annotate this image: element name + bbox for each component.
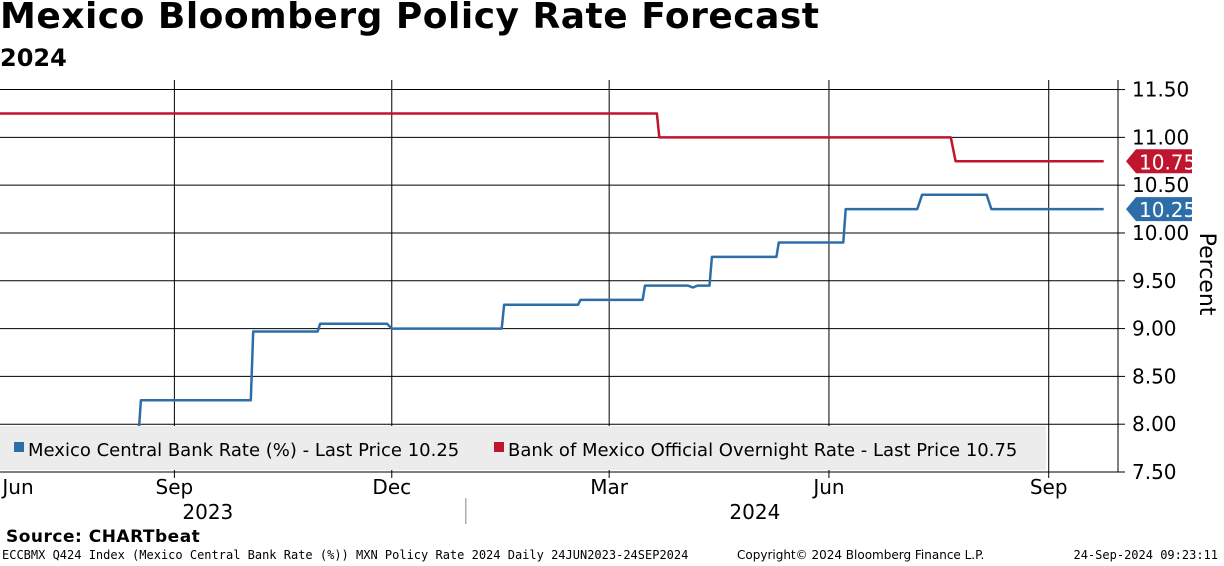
y-tick-label: 11.50 [1132,78,1189,102]
x-tick-label: Sep [156,475,194,499]
legend-swatch-2 [494,442,504,452]
y-tick-label: 7.50 [1132,460,1177,484]
footer-copyright: Copyright© 2024 Bloomberg Finance L.P. [737,548,985,562]
legend-swatch-1 [14,442,24,452]
x-tick-label: Sep [1030,475,1068,499]
plot-area [0,80,1118,472]
year-label: 2023 [182,500,233,524]
y-tick-label: 8.00 [1132,412,1177,436]
last-price-tag-1 [1126,197,1192,222]
legend-background [0,426,1046,470]
y-axis-title: Percent [1194,233,1219,316]
x-tick-label: Mar [590,475,629,499]
chart-title: Mexico Bloomberg Policy Rate Forecast [0,0,820,37]
y-tick-label: 9.50 [1132,269,1177,293]
y-tick-label: 8.50 [1132,364,1177,388]
series-line-1 [0,193,1104,445]
y-tick-label: 11.00 [1132,125,1189,149]
series-line-2 [0,112,1104,163]
y-tick-label: 10.50 [1132,173,1189,197]
chart-subtitle: 2024 [0,44,67,72]
footer-ticker-info: ECCBMX Q424 Index (Mexico Central Bank R… [2,548,689,562]
last-price-tag-2 [1126,149,1192,174]
legend-label-1: Mexico Central Bank Rate (%) - Last Pric… [28,440,459,461]
x-tick-label: Jun [811,475,844,499]
x-tick-label: Jun [0,475,33,499]
year-label: 2024 [729,500,780,524]
last-price-label-2: 10.75 [1139,150,1196,174]
legend: Mexico Central Bank Rate (%) - Last Pric… [0,426,1046,470]
x-tick-label: Dec [372,475,411,499]
source-note: Source: CHARTbeat [6,527,201,547]
last-price-label-1: 10.25 [1139,198,1196,222]
y-tick-label: 9.00 [1132,317,1177,341]
y-tick-label: 10.00 [1132,221,1189,245]
footer-timestamp: 24-Sep-2024 09:23:11 [1073,548,1219,562]
legend-label-2: Bank of Mexico Official Overnight Rate -… [508,440,1017,461]
